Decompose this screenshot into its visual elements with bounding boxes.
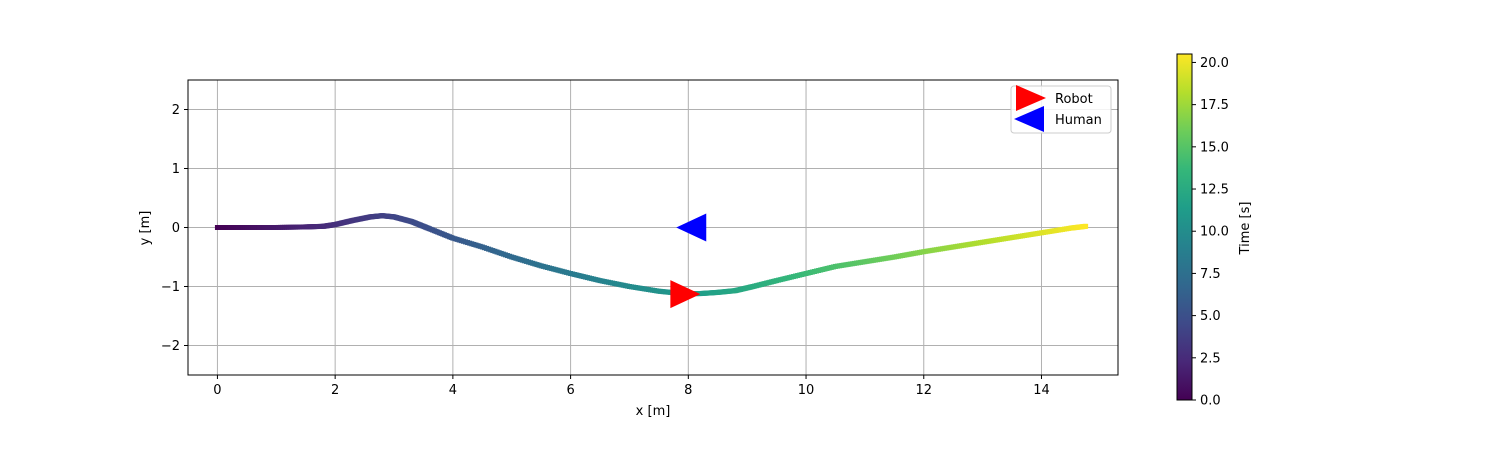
colorbar-tick-label: 17.5	[1200, 98, 1229, 113]
y-tick-label: 1	[172, 162, 180, 177]
y-tick-label: 2	[172, 103, 180, 118]
colorbar-tick-label: 0.0	[1200, 394, 1221, 409]
colorbar-tick-label: 2.5	[1200, 351, 1221, 366]
colorbar-tick-label: 10.0	[1200, 225, 1229, 240]
x-tick-label: 0	[213, 383, 221, 398]
colorbar-ticks: 0.0 2.5 5.0 7.5 10.0 12.5 15.0 17.5 20.0	[1192, 56, 1229, 409]
trajectory-point	[1083, 223, 1089, 229]
x-tick-label: 14	[1033, 383, 1050, 398]
x-axis-ticks: 0 2 4 6 8 10 12 14	[213, 375, 1050, 398]
legend: Robot Human	[1010, 85, 1112, 134]
colorbar-label: Time [s]	[1238, 202, 1253, 256]
robot-marker	[670, 280, 701, 309]
markers	[670, 213, 707, 309]
legend-robot-label: Robot	[1055, 92, 1093, 107]
x-tick-label: 2	[331, 383, 339, 398]
colorbar-gradient	[1177, 54, 1192, 400]
x-tick-label: 6	[566, 383, 574, 398]
y-tick-label: 0	[172, 221, 180, 236]
colorbar-frame	[1176, 53, 1193, 401]
x-tick-label: 12	[915, 383, 932, 398]
legend-human-marker	[1014, 106, 1044, 132]
x-tick-label: 4	[449, 383, 457, 398]
colorbar-tick-label: 5.0	[1200, 309, 1221, 324]
y-tick-label: −1	[161, 280, 180, 295]
x-tick-label: 8	[684, 383, 692, 398]
legend-human-label: Human	[1055, 113, 1102, 128]
colorbar-tick-label: 12.5	[1200, 183, 1229, 198]
colorbar-tick-label: 20.0	[1200, 56, 1229, 71]
x-tick-label: 10	[798, 383, 815, 398]
human-marker	[676, 213, 707, 242]
colorbar-tick-label: 7.5	[1200, 267, 1221, 282]
y-tick-label: −2	[161, 339, 180, 354]
legend-robot-marker	[1016, 85, 1046, 111]
colorbar-tick-label: 15.0	[1200, 140, 1229, 155]
colorbar: 0.0 2.5 5.0 7.5 10.0 12.5 15.0 17.5 20.0 Time [s…	[1176, 53, 1253, 409]
trajectory	[214, 213, 1089, 297]
y-axis-label: y [m]	[138, 211, 153, 246]
x-axis-label: x [m]	[636, 404, 671, 419]
y-axis-ticks: −2 −1 0 1 2	[161, 103, 188, 354]
